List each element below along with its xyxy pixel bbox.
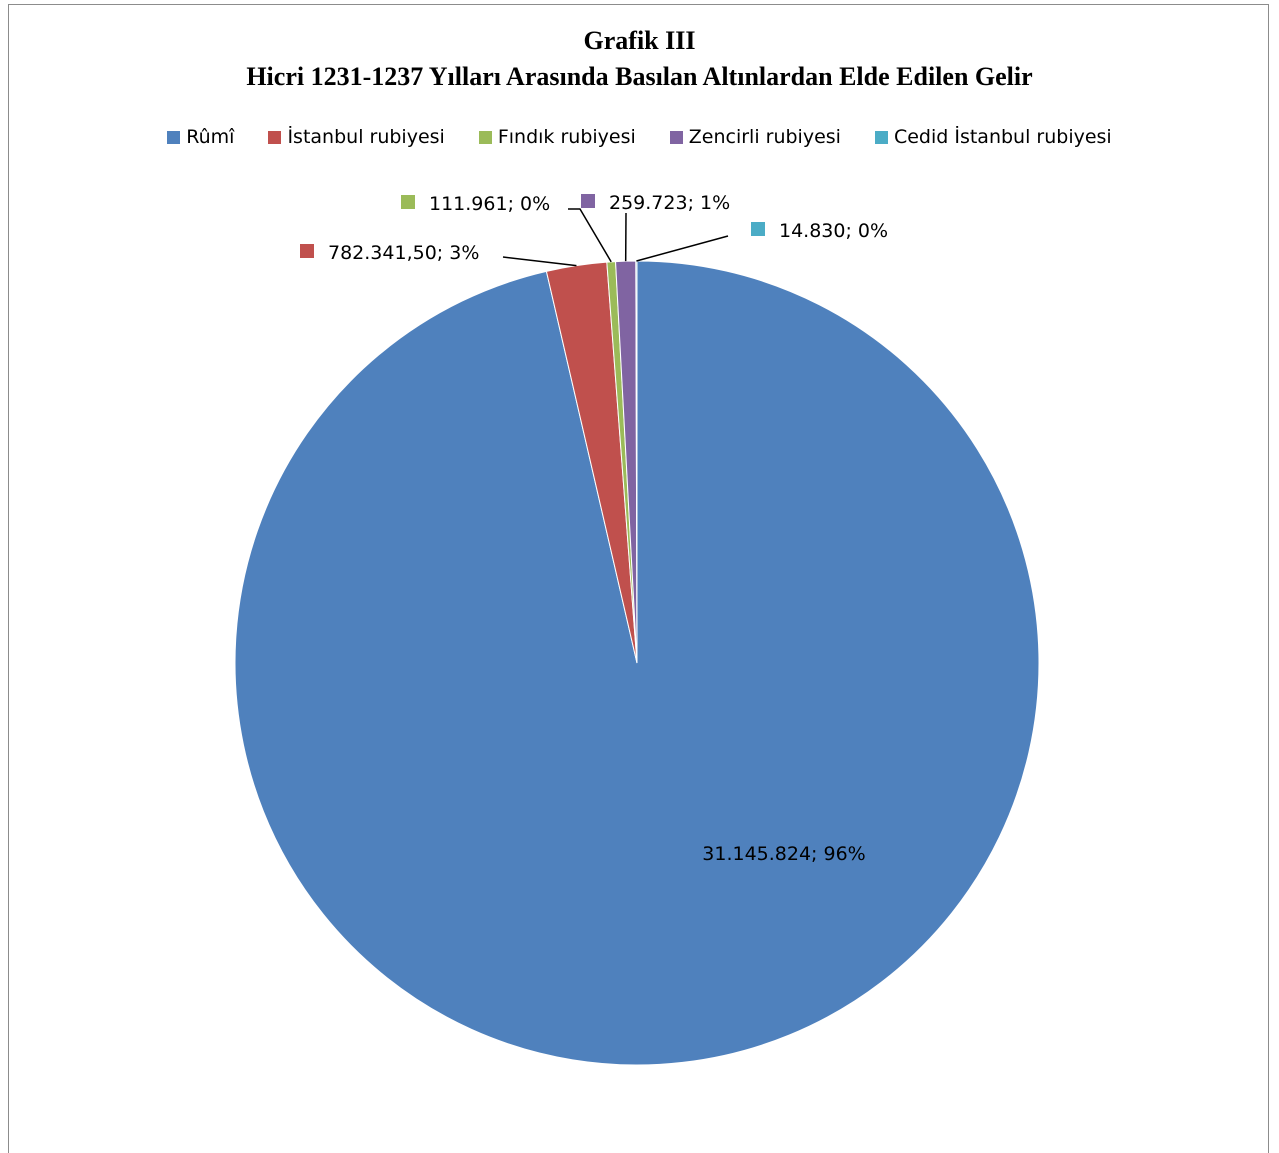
chart-legend: Rûmî İstanbul rubiyesi Fındık rubiyesi Z… — [0, 126, 1279, 148]
legend-swatch-zencirli-rubiyesi — [669, 130, 683, 144]
legend-label-zencirli-rubiyesi: Zencirli rubiyesi — [688, 126, 841, 148]
data-label-swatch-findik-rubiyesi — [401, 195, 415, 209]
chart-title: Grafik III — [583, 26, 696, 55]
legend-label-rumi: Rûmî — [186, 126, 235, 148]
leader-line-istanbul-rubiyesi — [502, 256, 577, 267]
data-label-rumi: 31.145.824; 96% — [702, 843, 865, 865]
data-label-swatch-cedid-istanbul-rubiyesi — [751, 222, 765, 236]
legend-swatch-rumi — [167, 130, 181, 144]
data-label-findik-rubiyesi: 111.961; 0% — [429, 193, 550, 215]
data-label-swatch-istanbul-rubiyesi — [300, 244, 314, 258]
data-label-swatch-zencirli-rubiyesi — [581, 194, 595, 208]
legend-item-istanbul-rubiyesi: İstanbul rubiyesi — [268, 126, 445, 148]
data-label-cedid-istanbul-rubiyesi: 14.830; 0% — [779, 220, 888, 242]
legend-item-zencirli-rubiyesi: Zencirli rubiyesi — [669, 126, 841, 148]
leader-line-cedid-istanbul-rubiyesi — [636, 235, 729, 262]
legend-item-findik-rubiyesi: Fındık rubiyesi — [478, 126, 636, 148]
legend-swatch-findik-rubiyesi — [478, 130, 492, 144]
data-label-zencirli-rubiyesi: 259.723; 1% — [609, 192, 730, 214]
chart-subtitle: Hicri 1231-1237 Yılları Arasında Basılan… — [246, 62, 1033, 91]
legend-item-rumi: Rûmî — [167, 126, 234, 148]
legend-label-cedid-istanbul-rubiyesi: Cedid İstanbul rubiyesi — [893, 126, 1112, 148]
data-label-istanbul-rubiyesi: 782.341,50; 3% — [328, 242, 479, 264]
legend-swatch-cedid-istanbul-rubiyesi — [874, 130, 888, 144]
legend-label-findik-rubiyesi: Fındık rubiyesi — [497, 126, 636, 148]
legend-item-cedid-istanbul-rubiyesi: Cedid İstanbul rubiyesi — [874, 126, 1112, 148]
legend-swatch-istanbul-rubiyesi — [268, 130, 282, 144]
legend-label-istanbul-rubiyesi: İstanbul rubiyesi — [287, 126, 445, 148]
leader-line-findik-rubiyesi — [568, 208, 612, 263]
